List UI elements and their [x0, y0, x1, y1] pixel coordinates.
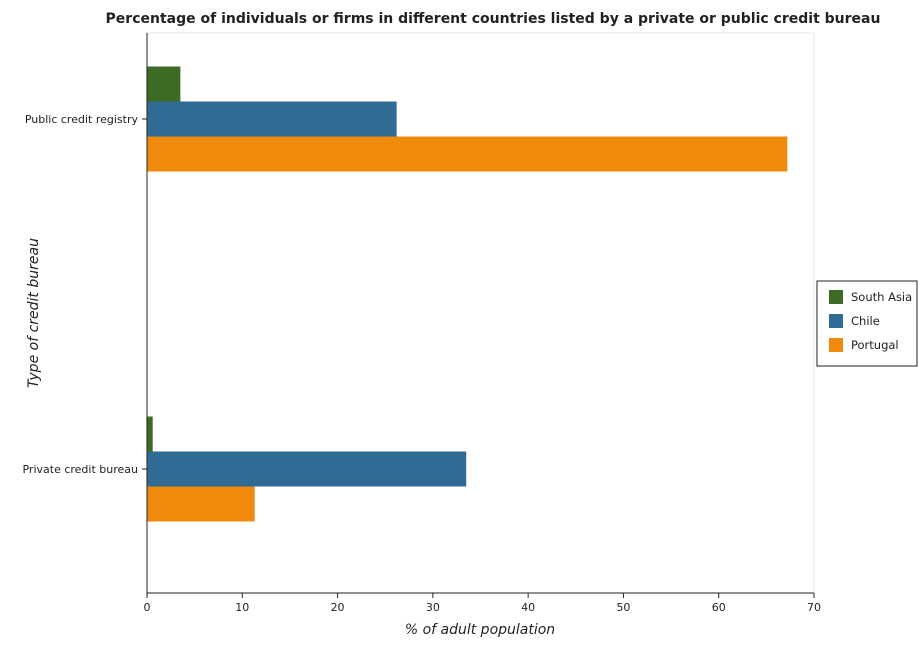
x-tick-label: 30 — [426, 601, 440, 614]
x-tick-label: 40 — [521, 601, 535, 614]
bars — [147, 66, 788, 522]
legend: South Asia Chile Portugal — [816, 280, 918, 367]
legend-swatch-south-asia — [829, 290, 843, 304]
chart-title: Percentage of individuals or firms in di… — [106, 11, 881, 27]
x-axis-ticks: 0 10 20 30 40 50 60 70 — [144, 593, 821, 614]
x-tick-label: 20 — [331, 601, 345, 614]
x-axis-label: % of adult population — [405, 622, 555, 638]
y-axis-label: Type of credit bureau — [26, 238, 42, 388]
x-tick-label: 10 — [235, 601, 249, 614]
legend-swatch-chile — [829, 314, 843, 328]
x-tick-label: 0 — [144, 601, 151, 614]
y-tick-label: Public credit registry — [25, 113, 139, 126]
legend-label-south-asia: South Asia — [851, 290, 912, 304]
legend-label-portugal: Portugal — [851, 338, 899, 352]
legend-label-chile: Chile — [851, 314, 880, 328]
bar-chile-private-credit-bureau — [147, 451, 467, 487]
bar-south-asia-private-credit-bureau — [147, 416, 153, 452]
x-tick-label: 50 — [616, 601, 630, 614]
y-axis-ticks: Private credit bureau Public credit regis… — [22, 113, 147, 476]
y-tick-label: Private credit bureau — [22, 463, 138, 476]
legend-swatch-portugal — [829, 338, 843, 352]
bar-portugal-private-credit-bureau — [147, 486, 255, 522]
x-tick-label: 60 — [712, 601, 726, 614]
bar-portugal-public-credit-registry — [147, 136, 788, 172]
x-tick-label: 70 — [807, 601, 821, 614]
bar-chile-public-credit-registry — [147, 101, 397, 137]
bar-south-asia-public-credit-registry — [147, 66, 181, 102]
